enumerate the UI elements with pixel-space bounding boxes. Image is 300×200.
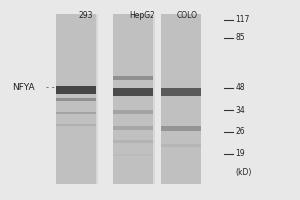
Text: 48: 48	[236, 83, 245, 92]
Bar	[56, 86, 96, 94]
Text: 34: 34	[236, 106, 245, 114]
Text: 85: 85	[236, 33, 245, 43]
Bar	[160, 144, 201, 147]
Text: (kD): (kD)	[236, 168, 252, 176]
Bar	[56, 124, 96, 126]
Bar	[112, 126, 153, 130]
Bar	[56, 98, 96, 101]
Text: 19: 19	[236, 150, 245, 158]
Bar	[96, 14, 98, 184]
Bar	[112, 76, 153, 80]
Text: 26: 26	[236, 128, 245, 136]
Bar	[160, 88, 201, 96]
Bar	[112, 154, 153, 156]
Bar	[112, 14, 153, 184]
Bar	[112, 88, 153, 96]
Text: NFYA: NFYA	[12, 83, 34, 92]
Text: HepG2: HepG2	[130, 11, 155, 20]
Text: 293: 293	[78, 11, 93, 20]
Bar	[112, 140, 153, 143]
Text: COLO: COLO	[177, 11, 198, 20]
Bar	[56, 14, 96, 184]
Bar	[112, 110, 153, 114]
Text: 117: 117	[236, 16, 250, 24]
Bar	[153, 14, 154, 184]
Bar	[56, 112, 96, 114]
Bar	[160, 126, 201, 131]
Bar	[160, 14, 201, 184]
Text: - -: - -	[46, 83, 55, 92]
